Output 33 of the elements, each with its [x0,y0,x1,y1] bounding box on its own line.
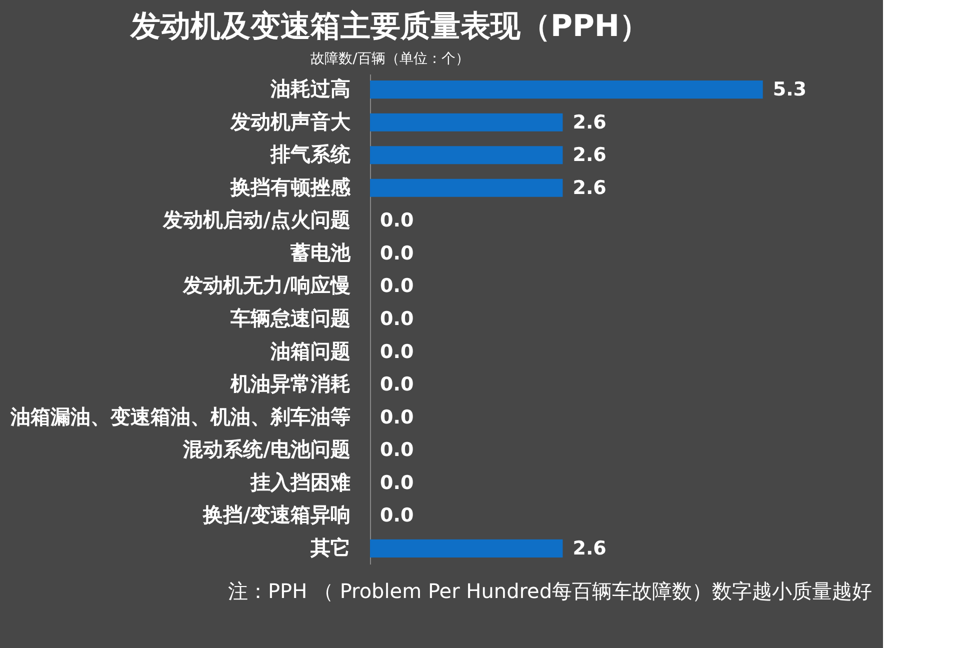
y-tick-label: 排气系统 [270,142,352,166]
data-label: 0.0 [380,275,414,298]
y-tick-label: 油耗过高 [270,76,350,101]
y-tick-label: 其它 [310,535,350,560]
y-tick-label: 换挡/变速箱异响 [202,502,350,527]
data-label: 0.0 [380,439,414,462]
y-tick-label: 发动机启动/点火问题 [162,208,350,232]
data-label: 0.0 [380,210,414,232]
data-label: 5.3 [772,78,807,101]
y-tick-label: 混动系统/电池问题 [182,437,350,462]
y-tick-label: 机油异常消耗 [230,372,350,396]
data-label: 2.6 [572,537,606,560]
y-tick-label: 油箱问题 [270,338,350,363]
y-tick-label: 换挡有顿挫感 [230,174,352,199]
data-label: 0.0 [380,472,414,494]
data-label: 0.0 [380,308,414,330]
text: 注：PPH （ Problem Per Hundred每百辆车故障数）数字越小质量越好 [228,579,872,603]
y-tick-label: 发动机声音大 [230,109,352,134]
data-label: 0.0 [380,374,414,396]
chart-subtitle: 故障数/百辆（单位：个） [310,51,470,67]
data-label: 0.0 [380,504,414,527]
data-label: 0.0 [380,242,414,264]
y-tick-label: 车辆怠速问题 [230,306,350,330]
y-tick-label: 蓄电池 [290,240,352,264]
chart-title: 发动机及变速箱主要质量表现（PPH） [129,9,650,44]
data-label: 2.6 [572,111,606,134]
y-tick-label: 发动机无力/响应慢 [182,273,350,298]
data-label: 0.0 [380,406,414,428]
data-label: 2.6 [572,144,606,166]
data-label: 2.6 [572,176,606,199]
y-tick-label: 挂入挡困难 [250,470,350,494]
data-label: 0.0 [380,340,414,363]
y-tick-label: 油箱漏油、变速箱油、机油、刹车油等 [10,404,350,428]
